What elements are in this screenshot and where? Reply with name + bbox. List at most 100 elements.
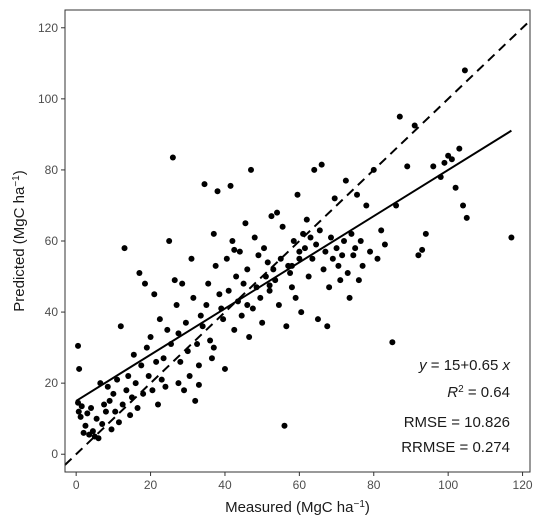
data-point — [248, 166, 254, 173]
data-point — [242, 220, 249, 227]
data-point — [127, 412, 134, 419]
data-point — [255, 252, 262, 259]
data-point — [460, 202, 467, 209]
y-tick-label: 0 — [51, 447, 58, 461]
x-tick-label: 80 — [367, 478, 381, 492]
data-point — [452, 184, 459, 191]
data-point — [231, 246, 238, 253]
data-point — [327, 234, 334, 241]
data-point — [195, 362, 202, 369]
x-tick-label: 120 — [513, 478, 533, 492]
data-point — [141, 280, 148, 287]
x-tick-label: 60 — [293, 478, 307, 492]
data-point — [259, 319, 266, 326]
data-point — [354, 191, 361, 198]
data-point — [95, 435, 102, 442]
data-point — [192, 397, 199, 404]
data-point — [266, 282, 273, 289]
data-point — [229, 238, 236, 244]
data-point — [158, 376, 165, 383]
data-point — [261, 245, 268, 252]
data-point — [292, 294, 299, 301]
data-point — [190, 294, 197, 301]
data-point — [166, 238, 173, 244]
data-point — [194, 341, 201, 348]
data-point — [106, 397, 113, 404]
data-point — [419, 246, 426, 253]
data-point — [117, 323, 124, 330]
data-point — [240, 280, 247, 287]
data-point — [266, 287, 273, 294]
y-axis-ticks: 0 20 40 60 80 100 120 — [38, 21, 65, 461]
data-point — [335, 262, 342, 269]
one-to-one-dashed-line — [64, 19, 531, 466]
data-point — [110, 390, 117, 397]
data-point — [350, 252, 357, 259]
x-tick-label: 20 — [144, 478, 158, 492]
data-point — [153, 358, 160, 365]
data-point — [102, 408, 109, 415]
data-point — [93, 415, 100, 422]
data-point — [177, 358, 184, 365]
data-point — [238, 312, 245, 319]
data-point — [89, 428, 96, 435]
y-tick-label: 40 — [45, 305, 59, 319]
data-point — [331, 195, 338, 202]
data-point — [314, 316, 321, 323]
data-point — [233, 273, 240, 280]
data-point — [348, 230, 355, 237]
data-point — [136, 269, 143, 276]
data-point — [104, 383, 111, 390]
data-point — [227, 182, 234, 189]
data-point — [214, 188, 221, 195]
data-point — [333, 245, 340, 252]
data-point — [216, 291, 223, 298]
data-point — [99, 421, 106, 428]
data-point — [197, 312, 204, 319]
data-point — [220, 316, 227, 323]
data-point — [82, 422, 89, 429]
data-point — [223, 255, 230, 262]
data-point — [143, 344, 150, 351]
data-point — [448, 156, 455, 163]
data-point — [363, 202, 370, 209]
data-point — [508, 234, 515, 241]
data-point — [264, 259, 271, 266]
y-tick-label: 80 — [45, 163, 59, 177]
data-point — [147, 333, 154, 340]
data-point — [162, 383, 169, 390]
data-point — [341, 238, 347, 244]
data-point — [359, 262, 366, 269]
data-point — [221, 365, 228, 372]
regression-equation: y = 15+0.65 x — [418, 357, 510, 374]
y-tick-label: 100 — [38, 92, 58, 106]
data-point — [249, 305, 256, 312]
data-point — [445, 152, 452, 159]
data-point — [298, 309, 305, 316]
data-point — [77, 413, 84, 420]
x-axis-ticks: 0 20 40 60 80 100 120 — [73, 472, 533, 492]
data-point — [389, 339, 396, 346]
data-point — [156, 316, 163, 323]
data-point — [339, 252, 346, 259]
data-point — [326, 284, 333, 291]
data-point — [88, 405, 95, 412]
data-point — [396, 113, 403, 120]
data-point — [101, 401, 108, 408]
data-point — [76, 365, 83, 372]
data-point — [441, 159, 448, 166]
data-point — [210, 230, 217, 237]
data-point — [329, 255, 336, 262]
data-point — [346, 294, 353, 301]
x-tick-label: 0 — [73, 478, 80, 492]
x-axis-title: Measured (MgC ha−1) — [225, 499, 370, 517]
data-point — [175, 380, 182, 387]
data-point — [281, 422, 288, 429]
data-point — [411, 122, 418, 129]
data-point — [313, 241, 320, 248]
data-point — [287, 269, 294, 276]
data-point — [236, 248, 243, 255]
data-point — [199, 323, 206, 330]
data-point — [337, 277, 344, 284]
